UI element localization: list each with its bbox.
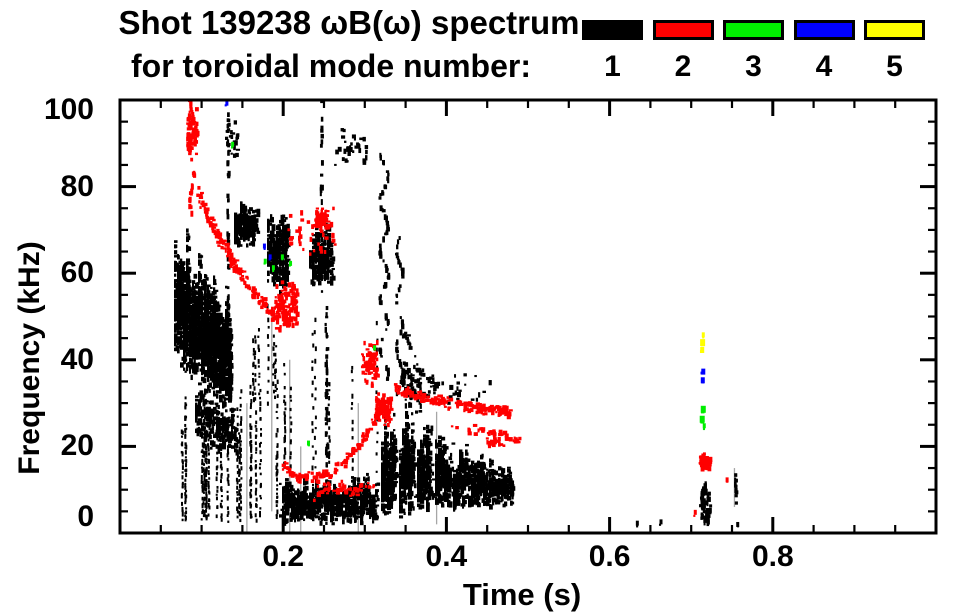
x-axis-title: Time (s) xyxy=(462,577,582,612)
y-tick-label-0: 0 xyxy=(77,500,94,533)
x-tick-label-0.4: 0.4 xyxy=(425,540,468,573)
legend-swatch-mode-5 xyxy=(864,20,925,40)
legend-swatch-mode-3 xyxy=(723,20,784,40)
y-tick-label-40: 40 xyxy=(60,342,94,376)
x-tick-label-0.8: 0.8 xyxy=(751,540,794,573)
y-tick-label-20: 20 xyxy=(60,429,94,463)
y-tick-label-80: 80 xyxy=(60,169,94,203)
plot-title-line1: Shot 139238 ωB(ω) spectrum xyxy=(118,4,580,41)
legend-label-mode-3: 3 xyxy=(745,50,762,83)
legend-swatch-mode-2 xyxy=(652,20,714,40)
legend-label-mode-2: 2 xyxy=(674,50,692,83)
legend-swatch-mode-1 xyxy=(582,20,643,40)
x-tick-label-0.2: 0.2 xyxy=(262,540,305,573)
plot-title-line2: for toroidal mode number: xyxy=(131,48,531,84)
y-tick-label-100: 100 xyxy=(43,93,94,126)
x-tick-label-0.6: 0.6 xyxy=(588,540,631,573)
legend-label-mode-4: 4 xyxy=(815,50,833,83)
y-tick-label-60: 60 xyxy=(60,256,94,290)
legend-swatch-mode-4 xyxy=(793,20,855,40)
legend-label-mode-5: 5 xyxy=(886,50,903,83)
legend-label-mode-1: 1 xyxy=(604,50,621,83)
